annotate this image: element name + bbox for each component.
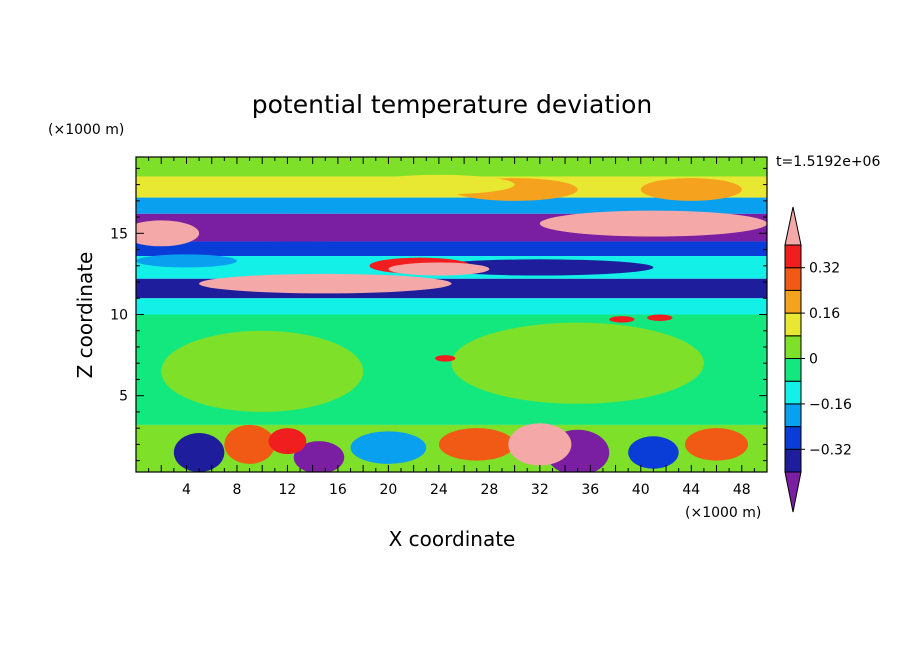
blob-20 [350, 431, 427, 464]
y-tick-label-15: 15 [110, 226, 128, 242]
colorbar-box-9 [784, 244, 802, 269]
colorbar-label-2: 0 [809, 352, 818, 368]
band-4 [136, 241, 767, 257]
y-axis-label: Z coordinate [73, 252, 97, 379]
blob-23 [609, 316, 635, 323]
x-tick-label-8: 8 [232, 482, 241, 498]
x-axis: 4 8 12 16 20 24 28 32 36 40 44 48 [135, 157, 768, 498]
blob-13 [173, 433, 225, 472]
blob-4 [199, 273, 452, 294]
y-unit-label: (×1000 m) [48, 122, 124, 138]
blob-12 [451, 322, 704, 404]
colorbar-box-4 [784, 358, 802, 382]
x-axis-label: X coordinate [389, 527, 516, 551]
colorbar-box-8 [784, 267, 802, 291]
y-axis: 5 10 15 [110, 167, 767, 462]
blob-16 [224, 424, 275, 464]
y-tick-label-10: 10 [110, 308, 128, 324]
x-tick-label-28: 28 [480, 482, 498, 498]
colorbar-label-4: −0.32 [809, 442, 852, 458]
x-unit-label: (×1000 m) [685, 505, 761, 521]
blob-2 [539, 210, 767, 237]
blob-0 [148, 215, 452, 242]
blob-11 [161, 330, 364, 412]
blob-17 [438, 428, 515, 461]
blob-22 [268, 428, 307, 455]
blob-21 [628, 436, 679, 469]
x-tick-label-44: 44 [682, 482, 700, 498]
x-tick-label-4: 4 [182, 482, 191, 498]
time-label: t=1.5192e+06 [776, 154, 880, 170]
blob-6 [388, 262, 490, 276]
colorbar-box-7 [784, 289, 802, 314]
colorbar: 0.32 0.16 0 −0.16 −0.32 [784, 206, 852, 513]
colorbar-upper-extend [784, 206, 802, 246]
x-tick-label-24: 24 [430, 482, 448, 498]
x-tick-label-12: 12 [279, 482, 297, 498]
colorbar-label-0: 0.32 [809, 261, 840, 277]
blob-9 [363, 174, 515, 195]
blob-14 [293, 441, 345, 472]
x-tick-label-20: 20 [379, 482, 397, 498]
x-tick-label-48: 48 [733, 482, 751, 498]
x-tick-label-36: 36 [581, 482, 599, 498]
blob-8 [640, 178, 742, 201]
colorbar-box-3 [784, 380, 802, 405]
colorbar-box-6 [784, 312, 802, 337]
blob-10 [136, 254, 237, 268]
blob-19 [684, 428, 749, 461]
colorbar-box-2 [784, 403, 802, 428]
colorbar-label-1: 0.16 [809, 306, 840, 322]
colorbar-box-0 [784, 448, 802, 473]
blob-25 [435, 355, 456, 362]
x-tick-label-40: 40 [632, 482, 650, 498]
x-tick-label-32: 32 [531, 482, 549, 498]
chart-title: potential temperature deviation [252, 90, 652, 119]
colorbar-box-1 [784, 426, 802, 450]
band-2 [136, 197, 767, 214]
blob-24 [647, 314, 673, 321]
x-tick-label-16: 16 [329, 482, 347, 498]
contour-fill [136, 157, 767, 472]
colorbar-box-5 [784, 335, 802, 359]
band-7 [136, 298, 767, 315]
band-0 [136, 157, 767, 177]
blob-18 [508, 423, 572, 466]
blob-3 [136, 220, 200, 247]
y-tick-label-5: 5 [119, 389, 128, 405]
colorbar-lower-extend [784, 471, 802, 513]
colorbar-label-3: −0.16 [809, 397, 852, 413]
